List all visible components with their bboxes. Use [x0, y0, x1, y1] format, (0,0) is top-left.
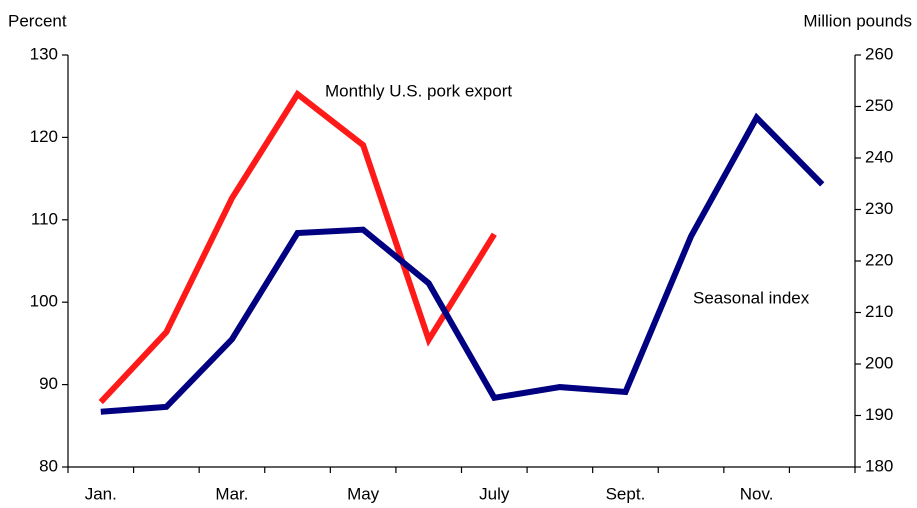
y-axis-title: Percent	[8, 11, 67, 30]
x-tick-label: Jan.	[85, 484, 117, 503]
x-tick-label: May	[347, 484, 380, 503]
y2-tick-label: 220	[865, 250, 893, 269]
x-tick-label: Mar.	[215, 484, 248, 503]
y2-tick-label: 200	[865, 353, 893, 372]
y2-tick-label: 180	[865, 456, 893, 475]
series-line	[100, 112, 825, 415]
x-tick-label: Sept.	[606, 484, 646, 503]
y-tick-label: 130	[30, 44, 58, 63]
y-tick-label: 110	[31, 209, 58, 228]
x-tick-label: July	[479, 484, 510, 503]
series-label: Monthly U.S. pork export	[325, 81, 512, 100]
y-tick-label: 80	[39, 456, 58, 475]
series-label: Seasonal index	[693, 288, 810, 307]
y2-tick-label: 190	[865, 405, 893, 424]
y2-tick-label: 260	[865, 44, 893, 63]
y-tick-label: 120	[30, 127, 58, 146]
y2-tick-label: 250	[865, 96, 893, 115]
y2-tick-label: 210	[865, 302, 893, 321]
y2-axis-title: Million pounds	[803, 11, 912, 30]
y-tick-label: 90	[39, 374, 58, 393]
y2-tick-label: 240	[865, 147, 893, 166]
y2-tick-label: 230	[865, 199, 893, 218]
x-tick-label: Nov.	[740, 484, 774, 503]
series-line	[98, 89, 497, 405]
y-tick-label: 100	[30, 292, 58, 311]
